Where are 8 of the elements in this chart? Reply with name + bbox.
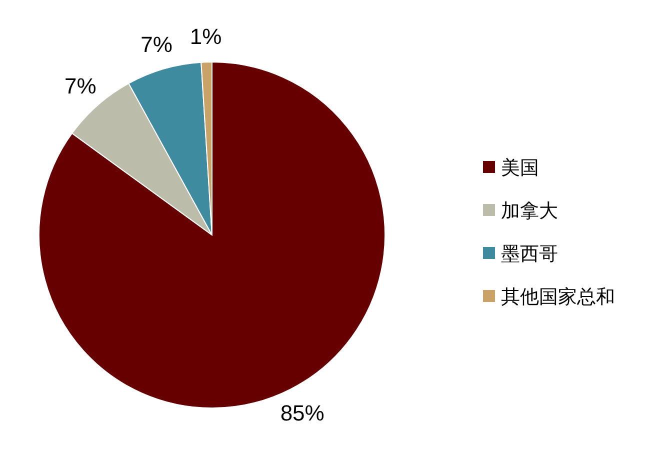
legend-label: 其他国家总和: [501, 286, 615, 308]
data-label: 7%: [64, 74, 96, 99]
legend-label: 美国: [501, 157, 539, 179]
data-label: 85%: [280, 400, 324, 426]
data-label: 7%: [140, 32, 172, 57]
data-label: 1%: [190, 24, 222, 50]
legend-label: 墨西哥: [501, 244, 558, 265]
legend-label: 加拿大: [501, 201, 558, 222]
